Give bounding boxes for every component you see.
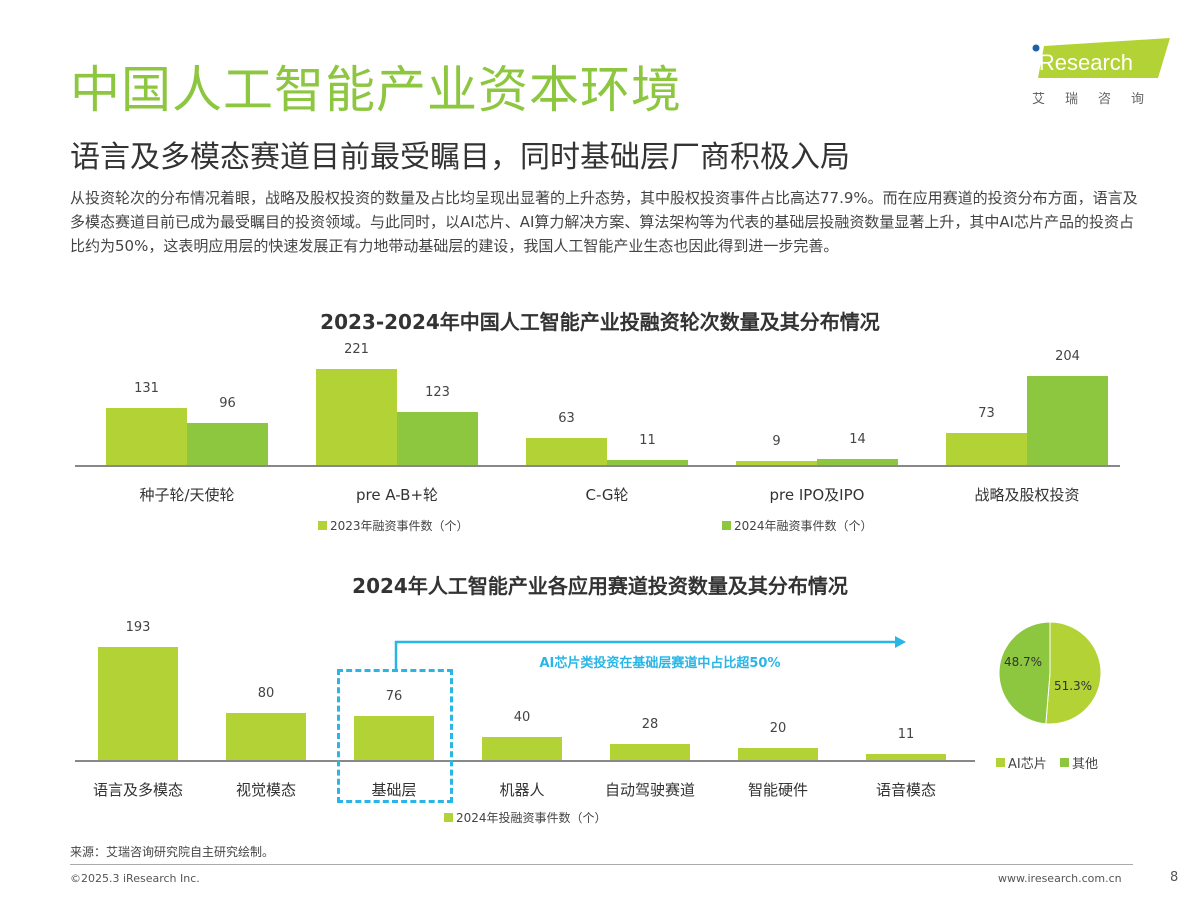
bar-2023 <box>526 437 607 465</box>
pie-slice <box>1045 621 1102 725</box>
logo-chinese: 艾瑞咨询 <box>1032 92 1165 107</box>
category-label: 基础层 <box>371 781 417 799</box>
chart2-title: 2024年人工智能产业各应用赛道投资数量及其分布情况 <box>352 574 848 598</box>
legend-label: 2023年融资事件数（个） <box>330 519 469 533</box>
bar-2024 <box>98 647 178 760</box>
bar-2024 <box>226 713 306 760</box>
legend-swatch <box>318 521 327 530</box>
legend-label: AI芯片 <box>1008 757 1047 772</box>
legend-swatch <box>722 521 731 530</box>
page-subtitle: 语言及多模态赛道目前最受瞩目，同时基础层厂商积极入局 <box>70 140 850 175</box>
legend-label: 2024年融资事件数（个） <box>734 519 873 533</box>
category-label: 战略及股权投资 <box>974 486 1080 504</box>
highlight-box-infrastructure <box>337 669 453 803</box>
category-label: 机器人 <box>499 781 545 799</box>
bar-2024 <box>1027 376 1108 465</box>
data-label: 9 <box>772 434 781 450</box>
chart2-legend: 2024年投融资事件数（个） <box>444 809 607 826</box>
data-label: 193 <box>125 620 151 636</box>
bar-2024 <box>397 411 478 465</box>
arrow-icon <box>394 636 906 670</box>
bar-2024 <box>187 423 268 465</box>
bar-2023 <box>316 369 397 465</box>
body-text: 从投资轮次的分布情况着眼，战略及股权投资的数量及占比均呈现出显著的上升态势，其中… <box>70 189 1138 255</box>
data-label: 28 <box>641 716 659 732</box>
page-number: 8 <box>1170 870 1179 885</box>
category-label: C-G轮 <box>585 486 629 504</box>
category-label: 智能硬件 <box>747 781 808 799</box>
data-label: 40 <box>513 709 531 725</box>
page-title: 中国人工智能产业资本环境 <box>70 61 682 119</box>
data-label: 204 <box>1055 349 1080 365</box>
data-label: 123 <box>425 384 450 400</box>
pie-label: 48.7% <box>1004 655 1042 669</box>
category-label: pre A-B+轮 <box>355 486 439 504</box>
website-link[interactable]: www.iresearch.com.cn <box>998 872 1122 885</box>
footer-divider <box>70 864 1133 865</box>
bar-2023 <box>736 461 817 465</box>
bar-2024 <box>482 736 562 760</box>
bar-2024 <box>817 458 898 465</box>
annotation-text: AI芯片类投资在基础层赛道中占比超50% <box>539 656 781 671</box>
data-label: 131 <box>134 381 159 397</box>
bar-2024 <box>354 715 434 760</box>
legend-label: 2024年投融资事件数（个） <box>456 811 607 825</box>
data-label: 14 <box>849 431 866 447</box>
chart1-legend-2023: 2023年融资事件数（个） <box>318 517 469 534</box>
pie-slice <box>998 621 1051 725</box>
category-label: 自动驾驶赛道 <box>604 781 695 799</box>
bar-2024 <box>738 748 818 760</box>
chart1-title: 2023-2024年中国人工智能产业投融资轮次数量及其分布情况 <box>320 310 880 334</box>
bar-2024 <box>610 743 690 760</box>
copyright: ©2025.3 iResearch Inc. <box>70 872 200 885</box>
iresearch-logo: iResearch <box>1032 38 1170 78</box>
pie-legend-other: 其他 <box>1060 753 1098 772</box>
legend-swatch <box>996 758 1005 767</box>
svg-text:iResearch: iResearch <box>1034 50 1133 75</box>
data-label: 76 <box>385 688 403 704</box>
data-label: 63 <box>558 410 575 426</box>
legend-swatch <box>444 813 453 822</box>
category-label: 种子轮/天使轮 <box>139 486 235 504</box>
pie-legend-ai-chip: AI芯片 <box>996 753 1047 772</box>
data-label: 96 <box>219 396 236 412</box>
legend-swatch <box>1060 758 1069 767</box>
chart1-axis <box>75 465 1120 467</box>
data-label: 80 <box>257 686 275 702</box>
chart1-legend-2024: 2024年融资事件数（个） <box>722 517 873 534</box>
source-note: 来源：艾瑞咨询研究院自主研究绘制。 <box>70 845 275 859</box>
data-label: 11 <box>897 726 915 742</box>
category-label: 视觉模态 <box>235 781 296 799</box>
pie-chart: 51.3% 48.7% <box>998 621 1102 725</box>
bar-2024 <box>866 753 946 760</box>
data-label: 73 <box>978 406 995 422</box>
chart2-axis <box>75 760 975 762</box>
data-label: 20 <box>769 721 787 737</box>
pie-label: 51.3% <box>1054 679 1092 693</box>
category-label: 语音模态 <box>875 781 936 799</box>
data-label: 221 <box>344 342 369 358</box>
bar-2024 <box>607 460 688 465</box>
bar-2023 <box>106 408 187 465</box>
legend-label: 其他 <box>1072 757 1099 772</box>
bar-2023 <box>946 433 1027 465</box>
category-label: pre IPO及IPO <box>769 486 865 504</box>
data-label: 11 <box>639 433 656 449</box>
category-label: 语言及多模态 <box>92 781 183 799</box>
